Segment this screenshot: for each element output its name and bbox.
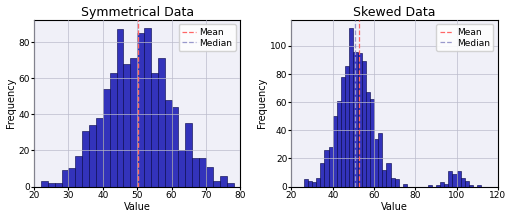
Title: Symmetrical Data: Symmetrical Data [81,5,194,19]
Bar [103,89,110,187]
Bar [325,150,329,187]
Bar [469,185,473,187]
Legend: Mean, Median: Mean, Median [436,24,494,51]
Bar [403,184,407,187]
Bar [353,52,357,187]
Bar [75,156,82,187]
Mean [135,185,141,188]
Bar [308,181,312,187]
Bar [345,66,349,187]
Bar [206,167,213,187]
Bar [89,125,96,187]
Bar [370,99,374,187]
Bar [144,28,151,187]
Bar [440,182,444,187]
Bar [151,73,158,187]
Bar [158,58,165,187]
Mean [356,185,362,188]
Bar [48,183,55,187]
Bar [453,174,457,187]
Bar [69,169,75,187]
Bar [321,163,325,187]
Bar [366,92,370,187]
Bar [117,29,123,187]
Bar [137,33,144,187]
Bar [457,171,461,187]
Bar [131,58,137,187]
Bar [391,178,395,187]
Bar [349,28,353,187]
Title: Skewed Data: Skewed Data [353,5,436,19]
Y-axis label: Frequency: Frequency [257,78,267,128]
Bar [41,181,48,187]
Y-axis label: Frequency: Frequency [6,78,15,128]
X-axis label: Value: Value [381,203,408,213]
Median [135,185,141,188]
Bar [428,185,432,187]
Mean [135,183,141,186]
Bar [436,185,440,187]
Bar [220,176,227,187]
Bar [387,163,391,187]
Bar [61,170,69,187]
Bar [304,179,308,187]
Bar [477,185,481,187]
Bar [185,123,192,187]
Bar [96,118,103,187]
Bar [382,170,387,187]
Bar [461,178,465,187]
Bar [227,183,233,187]
Bar [465,181,469,187]
Bar [213,181,220,187]
Bar [55,183,61,187]
Bar [123,64,131,187]
Bar [374,139,378,187]
Median [135,183,141,186]
Bar [449,171,453,187]
Bar [172,107,179,187]
Bar [341,77,345,187]
Mean [356,184,362,186]
Bar [165,100,172,187]
Bar [192,158,199,187]
Bar [82,131,89,187]
Bar [329,147,333,187]
Median [352,184,358,186]
Bar [378,133,382,187]
X-axis label: Value: Value [124,203,151,213]
Bar [316,178,321,187]
Bar [312,182,316,187]
Median [352,185,358,188]
Legend: Mean, Median: Mean, Median [179,24,236,51]
Bar [361,61,366,187]
Bar [357,53,361,187]
Bar [395,179,399,187]
Bar [110,73,117,187]
Bar [179,150,185,187]
Bar [444,184,449,187]
Bar [333,116,337,187]
Bar [337,101,341,187]
Bar [199,158,206,187]
